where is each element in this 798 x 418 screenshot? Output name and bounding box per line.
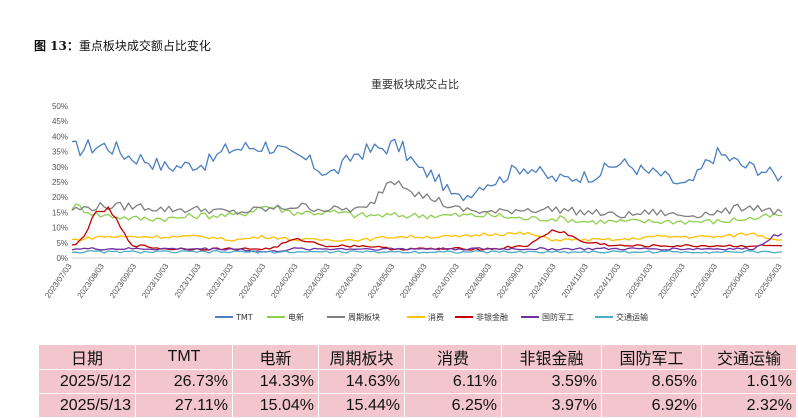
legend-label: 周期板块 [348, 312, 380, 322]
table-cell: 8.65% [601, 369, 702, 394]
table-cell: 2025/5/13 [38, 393, 136, 418]
header-transport: 交通运输 [701, 344, 797, 370]
x-tick-label: 2023/12/03 [205, 262, 236, 300]
header-tmt: TMT [135, 344, 233, 370]
header-defense: 国防军工 [601, 344, 702, 370]
legend-label: 电新 [288, 312, 304, 322]
x-tick-label: 2024/08/03 [463, 262, 494, 300]
y-tick-label: 20% [52, 193, 68, 202]
x-tick-label: 2023/10/03 [140, 262, 171, 300]
table-cell: 15.04% [232, 393, 319, 418]
table-cell: 2025/5/12 [38, 369, 136, 394]
x-tick-label: 2025/02/03 [656, 262, 687, 300]
x-tick-label: 2024/06/03 [398, 262, 429, 300]
x-tick-label: 2024/02/03 [269, 262, 300, 300]
legend-label: 非银金融 [476, 312, 508, 322]
table-cell: 2.32% [701, 393, 797, 418]
x-tick-label: 2023/08/03 [76, 262, 107, 300]
table-cell: 1.61% [701, 369, 797, 394]
header-date: 日期 [38, 344, 136, 370]
x-tick-label: 2025/03/03 [689, 262, 720, 300]
y-tick-label: 50% [52, 102, 68, 111]
table-cell: 3.59% [501, 369, 602, 394]
table-cell: 6.92% [601, 393, 702, 418]
table-cell: 6.11% [404, 369, 502, 394]
y-tick-label: 25% [52, 178, 68, 187]
y-tick-label: 40% [52, 132, 68, 141]
line-chart: 重要板块成交占比 0% 5% 10% 15% 20% 25% 30% 35% 40% 45% 50%… [43, 77, 784, 322]
y-tick-label: 35% [52, 148, 68, 157]
y-axis: 0% 5% 10% 15% 20% 25% 30% 35% 40% 45% 50% [52, 102, 68, 263]
x-tick-label: 2025/04/03 [721, 262, 752, 300]
x-tick-label: 2024/04/03 [334, 262, 365, 300]
series-layer [71, 138, 783, 254]
table-row: 2025/5/12 26.73% 14.33% 14.63% 6.11% 3.5… [38, 369, 797, 394]
legend-label: 国防军工 [542, 312, 574, 322]
x-tick-label: 2024/01/03 [237, 262, 268, 300]
header-nonbank-finance: 非银金融 [501, 344, 602, 370]
x-tick-label: 2024/05/03 [366, 262, 397, 300]
x-tick-label: 2024/09/03 [495, 262, 526, 300]
chart-title: 重要板块成交占比 [371, 77, 459, 91]
x-tick-label: 2024/11/03 [560, 262, 590, 300]
x-tick-label: 2025/01/03 [624, 262, 655, 300]
table-cell: 14.63% [318, 369, 405, 394]
table-cell: 15.44% [318, 393, 405, 418]
x-tick-label: 2025/05/03 [753, 262, 784, 300]
x-tick-label: 2024/03/03 [301, 262, 332, 300]
figure-label: 图 13： [34, 39, 79, 53]
table-cell: 26.73% [135, 369, 233, 394]
figure-caption-text: 重点板块成交额占比变化 [78, 39, 211, 53]
table-row: 2025/5/13 27.11% 15.04% 15.44% 6.25% 3.9… [38, 393, 797, 418]
x-tick-label: 2023/11/03 [173, 262, 203, 300]
series-line [71, 231, 783, 242]
table-cell: 3.97% [501, 393, 602, 418]
legend-label: 消费 [428, 312, 444, 322]
series-line [71, 250, 783, 254]
series-line [71, 138, 783, 202]
series-line [71, 180, 783, 219]
series-line [71, 203, 783, 225]
x-tick-label: 2023/07/03 [43, 262, 74, 300]
figure-caption: 图 13：重点板块成交额占比变化 [34, 37, 211, 54]
y-tick-label: 15% [52, 208, 68, 217]
legend: TMT 电新 周期板块 消费 非银金融 国防军工 交通运输 [215, 312, 648, 322]
x-tick-label: 2023/09/03 [108, 262, 139, 300]
x-axis: 2023/07/03 2023/08/03 2023/09/03 2023/10/03… [43, 257, 784, 300]
y-tick-label: 0% [56, 254, 68, 263]
header-consumer: 消费 [404, 344, 502, 370]
series-line [71, 233, 783, 253]
header-cyclical: 周期板块 [318, 344, 405, 370]
x-tick-label: 2024/12/03 [592, 262, 623, 300]
data-table: 日期 TMT 电新 周期板块 消费 非银金融 国防军工 交通运输 2025/5/… [38, 344, 797, 418]
y-tick-label: 30% [52, 163, 68, 172]
table-cell: 14.33% [232, 369, 319, 394]
legend-label: TMT [235, 313, 253, 322]
header-new-energy: 电新 [232, 344, 319, 370]
x-tick-label: 2024/10/03 [527, 262, 558, 300]
y-tick-label: 5% [56, 239, 68, 248]
table-cell: 6.25% [404, 393, 502, 418]
legend-label: 交通运输 [616, 312, 648, 322]
y-tick-label: 45% [52, 117, 68, 126]
table-cell: 27.11% [135, 393, 233, 418]
y-tick-label: 10% [52, 224, 68, 233]
table-header-row: 日期 TMT 电新 周期板块 消费 非银金融 国防军工 交通运输 [38, 344, 797, 370]
x-tick-label: 2024/07/03 [431, 262, 462, 300]
